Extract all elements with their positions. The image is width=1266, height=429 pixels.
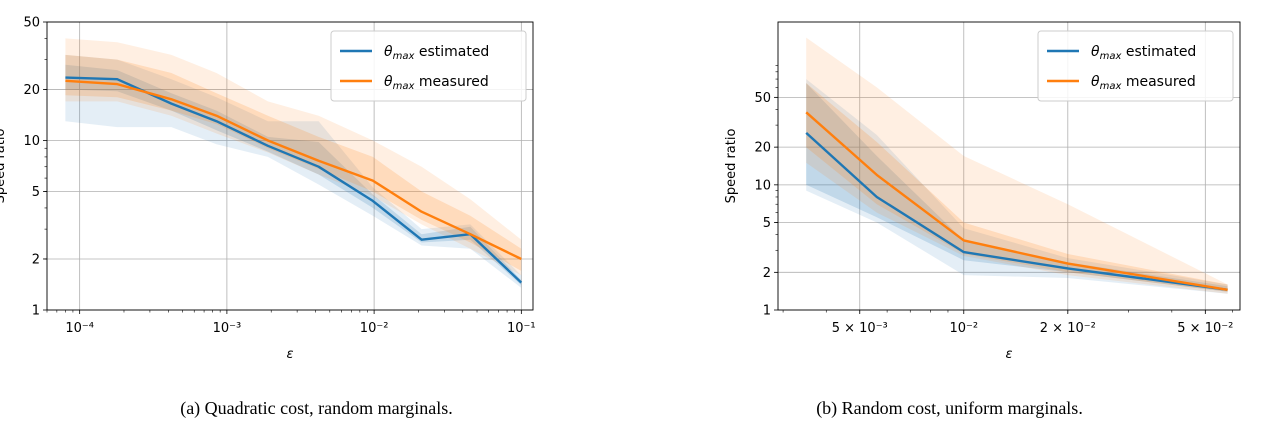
series-line-measured [65,79,522,261]
axes-frame [777,21,1241,311]
legend-label-estimated: θmax estimated [384,44,489,62]
legend-label-measured: θmax measured [384,74,489,92]
caption-b: (b) Random cost, uniform marginals. [816,398,1083,418]
y-tick-label: 2 [32,252,40,267]
y-tick-label: 1 [763,304,771,319]
band-inner-estimated [806,83,1228,292]
band-inner-measured [806,83,1228,292]
band-outer-estimated [806,79,1228,294]
chart-b: 1 2 5 10 20 50 5 × 10⁻³ 10⁻² 2 × 10⁻² 5 × 10⁻² ε Sp… [724,21,1241,362]
x-tick-label: 10⁻² [949,321,978,336]
y-tick-label: 10 [23,134,40,149]
x-tick-label: 5 × 10⁻² [1177,321,1233,336]
legend-label-estimated: θmax estimated [1091,44,1196,62]
axes-frame [46,21,534,311]
band-inner-estimated [65,64,522,286]
band-outer-measured [806,37,1228,294]
y-tick-label: 50 [754,91,771,106]
legend-box [1037,30,1234,102]
x-tick-label: 10⁻⁴ [65,321,94,336]
chart-panel-a: 1 2 5 10 20 50 10⁻⁴ 10⁻³ 10⁻² 10⁻¹ ε Speed ratio θma… [0,16,536,363]
band-inner-measured [65,54,522,271]
x-tick-label: 10⁻² [360,321,389,336]
y-tick-label: 10 [754,178,771,193]
x-tick-label: 10⁻³ [213,321,242,336]
y-tick-label: 5 [32,185,40,200]
x-tick-label: 2 × 10⁻² [1040,321,1096,336]
x-tick-label: 10⁻¹ [507,321,536,336]
x-axis-label: ε [286,347,293,362]
y-tick-label: 1 [32,304,40,319]
chart-panel-b: 1 2 5 10 20 50 5 × 10⁻³ 10⁻² 2 × 10⁻² 5 × 10⁻² ε Sp… [633,0,1266,429]
y-tick-label: 5 [763,216,771,231]
caption-a: (a) Quadratic cost, random marginals. [180,398,453,418]
y-tick-label: 20 [23,83,40,98]
y-axis-label: Speed ratio [724,129,739,204]
y-tick-label: 2 [763,266,771,281]
legend-label-measured: θmax measured [1091,74,1196,92]
legend-box [330,30,527,102]
x-tick-label: 5 × 10⁻³ [832,321,888,336]
series-line-estimated [805,132,1228,291]
x-axis-label: ε [1005,347,1012,362]
y-tick-label: 50 [23,16,40,31]
series-line-measured [805,111,1228,291]
chart-a: 1 2 5 10 20 50 10⁻⁴ 10⁻³ 10⁻² 10⁻¹ ε Speed ratio θma… [0,16,536,363]
y-tick-label: 20 [754,141,771,156]
y-axis-label: Speed ratio [0,129,8,204]
